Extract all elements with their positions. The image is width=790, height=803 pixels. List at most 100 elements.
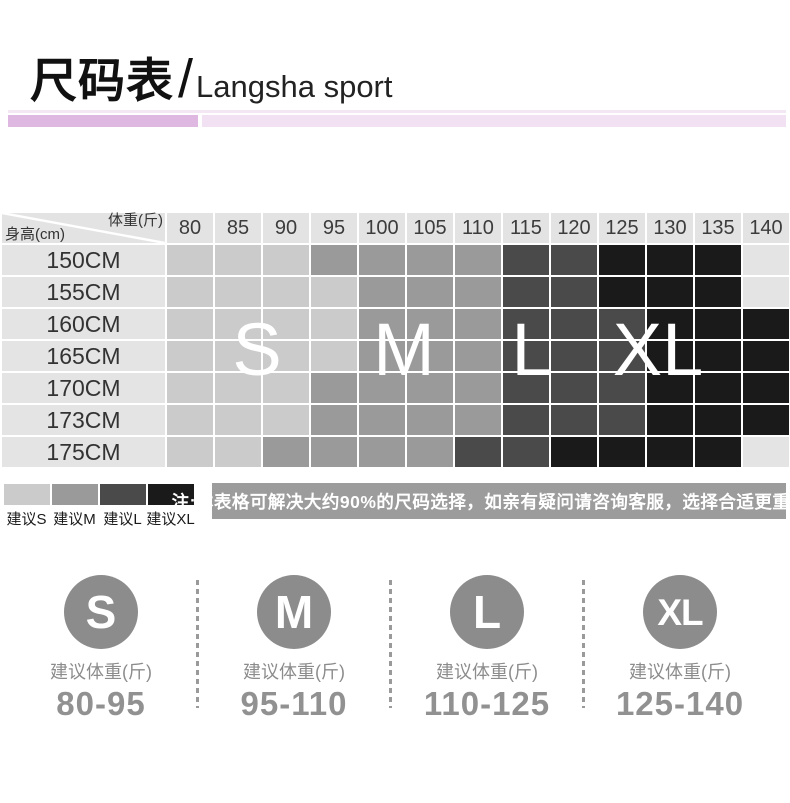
- row-label: 175CM: [2, 437, 165, 467]
- column-header: 105: [407, 213, 453, 243]
- legend-item: 建议M: [51, 484, 98, 529]
- size-cell: [167, 405, 213, 435]
- size-cell: [503, 277, 549, 307]
- size-cell: [455, 373, 501, 403]
- size-cell: [647, 437, 693, 467]
- size-cell: [551, 277, 597, 307]
- size-cell: [743, 277, 789, 307]
- size-cell: [215, 373, 261, 403]
- size-cell: [359, 405, 405, 435]
- size-cell: [407, 341, 453, 371]
- size-letter: S: [85, 586, 117, 638]
- size-cell: [167, 373, 213, 403]
- size-cell: [695, 245, 741, 275]
- size-cell: [455, 437, 501, 467]
- size-cell: [359, 245, 405, 275]
- size-cell: [167, 341, 213, 371]
- size-legend: 建议S 建议M 建议L 建议XL: [3, 484, 195, 529]
- legend-item: 建议L: [99, 484, 146, 529]
- diagonal-line: [2, 213, 165, 243]
- size-cell: [599, 405, 645, 435]
- size-cell: [743, 245, 789, 275]
- size-cell: [263, 277, 309, 307]
- weight-label: 建议体重(斤): [629, 662, 731, 682]
- size-cell: [359, 437, 405, 467]
- column-header: 90: [263, 213, 309, 243]
- size-cell: [647, 341, 693, 371]
- size-cell: [263, 405, 309, 435]
- weight-range: 110-125: [423, 685, 551, 722]
- size-letter: XL: [657, 591, 703, 633]
- legend-swatch: [99, 484, 146, 505]
- size-cell: [263, 373, 309, 403]
- page-title: 尺码表 / Langsha sport: [30, 42, 393, 111]
- column-header: 100: [359, 213, 405, 243]
- weight-range: 80-95: [56, 685, 146, 722]
- size-cell: [455, 341, 501, 371]
- size-zone-letter: S: [232, 308, 282, 391]
- size-cell: [695, 373, 741, 403]
- size-cell: [695, 309, 741, 339]
- size-cell: [167, 277, 213, 307]
- size-cell: [503, 437, 549, 467]
- title-chinese: 尺码表: [30, 54, 174, 107]
- dashed-divider: [196, 580, 199, 708]
- size-cell: [647, 245, 693, 275]
- size-guide-item: XL 建议体重(斤) 125-140: [585, 575, 775, 723]
- column-header: 125: [599, 213, 645, 243]
- row-label: 155CM: [2, 277, 165, 307]
- size-zone-letter: L: [511, 308, 553, 391]
- size-cell: [455, 277, 501, 307]
- size-cell: [599, 373, 645, 403]
- size-cell: [455, 405, 501, 435]
- size-cell: [311, 245, 357, 275]
- accent-bar-thin: [8, 110, 786, 113]
- size-cell: [215, 277, 261, 307]
- size-guide: S 建议体重(斤) 80-95 M 建议体重(斤) 95-110 L 建议体重(斤) 110-1…: [6, 575, 784, 723]
- legend-item: 建议XL: [146, 484, 195, 529]
- size-cell: [503, 309, 549, 339]
- size-cell: [695, 341, 741, 371]
- size-cell: [599, 309, 645, 339]
- size-cell: [647, 277, 693, 307]
- size-heatmap-table: 体重(斤) 身高(cm) 80 85 90 95 100 105 110 115 120 125 130…: [2, 213, 789, 467]
- size-cell: [695, 277, 741, 307]
- size-zone-letter: XL: [612, 308, 704, 391]
- size-cell: [407, 277, 453, 307]
- size-cell: [551, 405, 597, 435]
- dashed-divider: [389, 580, 392, 708]
- column-header: 80: [167, 213, 213, 243]
- size-cell: [551, 373, 597, 403]
- size-cell: [503, 245, 549, 275]
- size-cell: [695, 405, 741, 435]
- dashed-divider: [582, 580, 585, 708]
- size-cell: [647, 373, 693, 403]
- size-cell: [263, 341, 309, 371]
- size-cell: [551, 437, 597, 467]
- legend-label: 建议M: [53, 511, 96, 528]
- weight-axis-label: 体重(斤): [108, 212, 163, 229]
- size-cell: [263, 309, 309, 339]
- size-cell: [503, 373, 549, 403]
- weight-range: 95-110: [240, 685, 348, 722]
- size-guide-item: S 建议体重(斤) 80-95: [6, 575, 196, 723]
- legend-swatch: [51, 484, 98, 505]
- accent-bar-left: [8, 115, 198, 127]
- size-cell: [551, 245, 597, 275]
- size-letter: L: [472, 586, 502, 638]
- column-header: 140: [743, 213, 789, 243]
- size-cell: [215, 341, 261, 371]
- size-cell: [743, 309, 789, 339]
- size-cell: [359, 277, 405, 307]
- size-cell: [311, 341, 357, 371]
- column-header: 95: [311, 213, 357, 243]
- size-cell: [599, 437, 645, 467]
- column-header: 120: [551, 213, 597, 243]
- size-cell: [551, 341, 597, 371]
- size-cell: [743, 373, 789, 403]
- size-cell: [695, 437, 741, 467]
- size-cell: [407, 245, 453, 275]
- size-cell: [359, 309, 405, 339]
- size-cell: [215, 437, 261, 467]
- row-label: 150CM: [2, 245, 165, 275]
